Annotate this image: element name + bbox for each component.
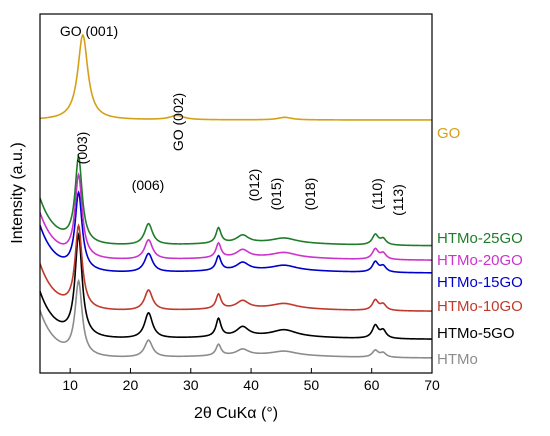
series-line-htmo-25go: [39, 154, 432, 247]
x-axis-ticks: 10 20 30 40 50 60 70: [62, 368, 440, 393]
y-axis-title: Intensity (a.u.): [9, 142, 26, 243]
plot-frame: [39, 13, 433, 374]
peak-label-1: GO (002): [170, 93, 186, 151]
series-labels: HTMo HTMo-5GO HTMo-10GO HTMo-15GO HTMo-20GO H…: [437, 125, 523, 368]
x-tick-label-10: 10: [62, 377, 78, 393]
x-axis-title: 2θ CuKα (°): [194, 405, 278, 422]
series-line-htmo-20go: [39, 172, 433, 261]
peak-label-3: (006): [132, 177, 165, 193]
series-line-htmo-10go: [39, 223, 433, 312]
series-line-htmo-5go: [39, 232, 432, 340]
series-label-htmo-10go: HTMo-10GO: [437, 298, 523, 315]
x-tick-label-20: 20: [123, 377, 139, 393]
peak-label-0: GO (001): [60, 23, 118, 39]
x-tick-label-40: 40: [243, 377, 259, 393]
peak-label-2: (003): [74, 132, 90, 165]
series-line-go: [39, 33, 432, 121]
series-line-htmo: [39, 278, 432, 359]
curves-layer: [39, 33, 433, 359]
peak-label-4: (012): [246, 169, 262, 202]
peak-label-5: (015): [268, 178, 284, 211]
x-tick-label-70: 70: [424, 377, 440, 393]
series-label-htmo-25go: HTMo-25GO: [437, 230, 523, 247]
peak-label-6: (018): [302, 178, 318, 211]
series-label-htmo: HTMo: [437, 351, 478, 368]
series-label-htmo-15go: HTMo-15GO: [437, 274, 523, 291]
peak-label-8: (113): [390, 184, 406, 216]
x-tick-label-50: 50: [304, 377, 320, 393]
x-tick-label-60: 60: [364, 377, 380, 393]
series-line-htmo-15go: [39, 190, 433, 274]
peak-annotations: GO (001) GO (002) (003) (006) (012) (015) (018…: [60, 23, 406, 216]
series-label-htmo-20go: HTMo-20GO: [437, 252, 523, 269]
series-label-go: GO: [437, 125, 460, 142]
series-label-htmo-5go: HTMo-5GO: [437, 325, 515, 342]
x-tick-label-30: 30: [183, 377, 199, 393]
peak-label-7: (110): [369, 178, 385, 210]
